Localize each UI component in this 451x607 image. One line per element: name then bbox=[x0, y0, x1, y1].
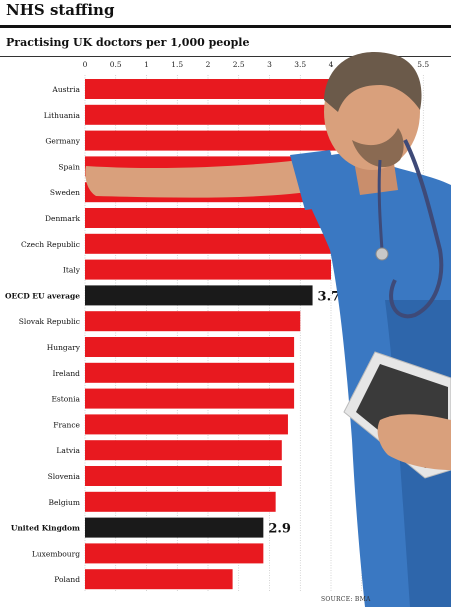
bar bbox=[85, 491, 276, 512]
category-label: Ireland bbox=[53, 369, 81, 378]
beard bbox=[352, 128, 404, 168]
category-label: Latvia bbox=[56, 446, 80, 455]
sleeve bbox=[290, 150, 345, 210]
tick-label: 0 bbox=[83, 60, 88, 69]
bar bbox=[85, 311, 301, 332]
tick-label: 3.5 bbox=[294, 60, 306, 69]
data-labels: 3.7 2.9 bbox=[268, 289, 340, 536]
category-label: Czech Republic bbox=[21, 240, 80, 249]
bar bbox=[85, 337, 295, 357]
title-rule bbox=[0, 25, 451, 28]
category-label: Spain bbox=[58, 162, 80, 171]
category-label: Slovenia bbox=[48, 472, 81, 481]
bar bbox=[85, 414, 288, 435]
tick-label: 4 bbox=[329, 60, 334, 69]
category-label: Poland bbox=[54, 575, 80, 584]
tick-label: 1.5 bbox=[171, 60, 183, 69]
category-label: Estonia bbox=[51, 395, 80, 404]
subtitle-rule bbox=[0, 56, 451, 57]
bar bbox=[85, 388, 295, 409]
source-note: SOURCE: BMA bbox=[321, 596, 371, 603]
data-label: 3.7 bbox=[318, 289, 341, 304]
category-label: Austria bbox=[51, 85, 80, 94]
tick-label: 2.5 bbox=[233, 60, 245, 69]
category-label: Germany bbox=[45, 137, 80, 146]
bar bbox=[85, 208, 344, 228]
page-title: NHS staffing bbox=[6, 1, 115, 19]
bar bbox=[85, 517, 264, 538]
chart-subtitle: Practising UK doctors per 1,000 people bbox=[6, 36, 250, 49]
data-label: 2.9 bbox=[268, 522, 291, 537]
bar bbox=[85, 233, 338, 254]
tick-label: 1 bbox=[144, 60, 149, 69]
tick-label: 3 bbox=[267, 60, 272, 69]
category-label: Luxembourg bbox=[32, 549, 80, 558]
category-label: Hungary bbox=[47, 343, 81, 352]
tick-label: 0.5 bbox=[110, 60, 122, 69]
category-label: OECD EU average bbox=[5, 291, 80, 300]
category-label: Belgium bbox=[49, 498, 81, 507]
category-labels: Austria Lithuania Germany Spain Sweden Denmar… bbox=[5, 85, 81, 584]
bar bbox=[85, 543, 264, 564]
bar bbox=[85, 130, 338, 151]
stethoscope-tube bbox=[377, 159, 384, 251]
hand bbox=[377, 414, 451, 470]
bar bbox=[85, 104, 350, 125]
bar bbox=[85, 285, 313, 306]
stethoscope bbox=[389, 139, 444, 319]
bar bbox=[85, 259, 331, 280]
hair bbox=[324, 52, 422, 112]
category-label: Denmark bbox=[45, 214, 80, 223]
doctor-photo bbox=[85, 52, 451, 607]
category-label: Italy bbox=[63, 266, 81, 275]
bar bbox=[85, 466, 282, 486]
category-label: Sweden bbox=[50, 188, 80, 197]
tick-label: 2 bbox=[206, 60, 211, 69]
bar bbox=[85, 362, 295, 383]
tick-label: 5.5 bbox=[417, 60, 429, 69]
category-label: Lithuania bbox=[44, 111, 81, 120]
bar bbox=[85, 569, 233, 590]
bar bbox=[85, 440, 282, 461]
category-label: France bbox=[53, 420, 80, 429]
arm bbox=[85, 160, 322, 198]
category-label: Slovak Republic bbox=[19, 317, 80, 326]
stethoscope-chest bbox=[375, 247, 389, 261]
category-label: United Kingdom bbox=[11, 524, 80, 533]
